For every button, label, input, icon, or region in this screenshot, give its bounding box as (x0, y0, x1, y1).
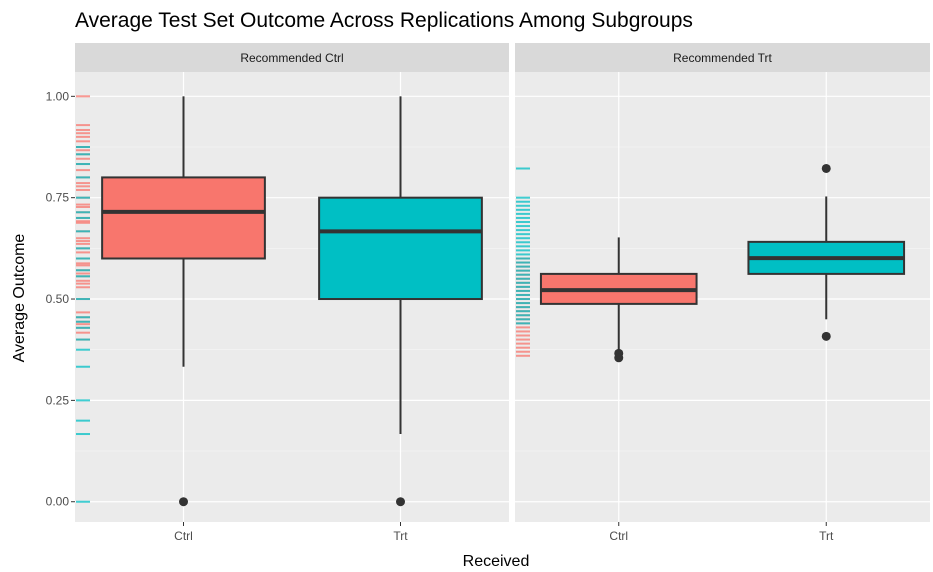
facet-panels: 0.00 0.25 0.50 0.75 1.00 Recommended Ctrl Ctrl… (46, 43, 930, 543)
outlier-point (614, 353, 623, 362)
facet-strip-label: Recommended Ctrl (240, 51, 343, 65)
outlier-point (822, 332, 831, 341)
facet-panel-recommended-trt: Recommended Trt Ctrl Trt (515, 43, 930, 543)
y-tick-label: 0.25 (46, 393, 70, 407)
x-axis-label: Received (463, 553, 530, 570)
x-tick-label: Ctrl (174, 529, 193, 543)
y-tick-label: 0.50 (46, 292, 70, 306)
x-tick-label: Trt (819, 529, 834, 543)
y-tick-label: 1.00 (46, 89, 70, 103)
y-tick-label: 0.75 (46, 191, 70, 205)
outlier-point (396, 497, 405, 506)
outlier-point (179, 497, 188, 506)
outlier-point (822, 164, 831, 173)
facet-strip-label: Recommended Trt (673, 51, 772, 65)
x-tick-label: Trt (393, 529, 408, 543)
y-axis-label: Average Outcome (11, 234, 28, 363)
y-tick-label: 0.00 (46, 495, 70, 509)
facet-panel-recommended-ctrl: Recommended Ctrl Ctrl Trt (75, 43, 509, 543)
box-iqr (102, 177, 265, 258)
chart-title: Average Test Set Outcome Across Replicat… (75, 9, 693, 32)
box-iqr (319, 198, 482, 299)
x-tick-label: Ctrl (609, 529, 628, 543)
